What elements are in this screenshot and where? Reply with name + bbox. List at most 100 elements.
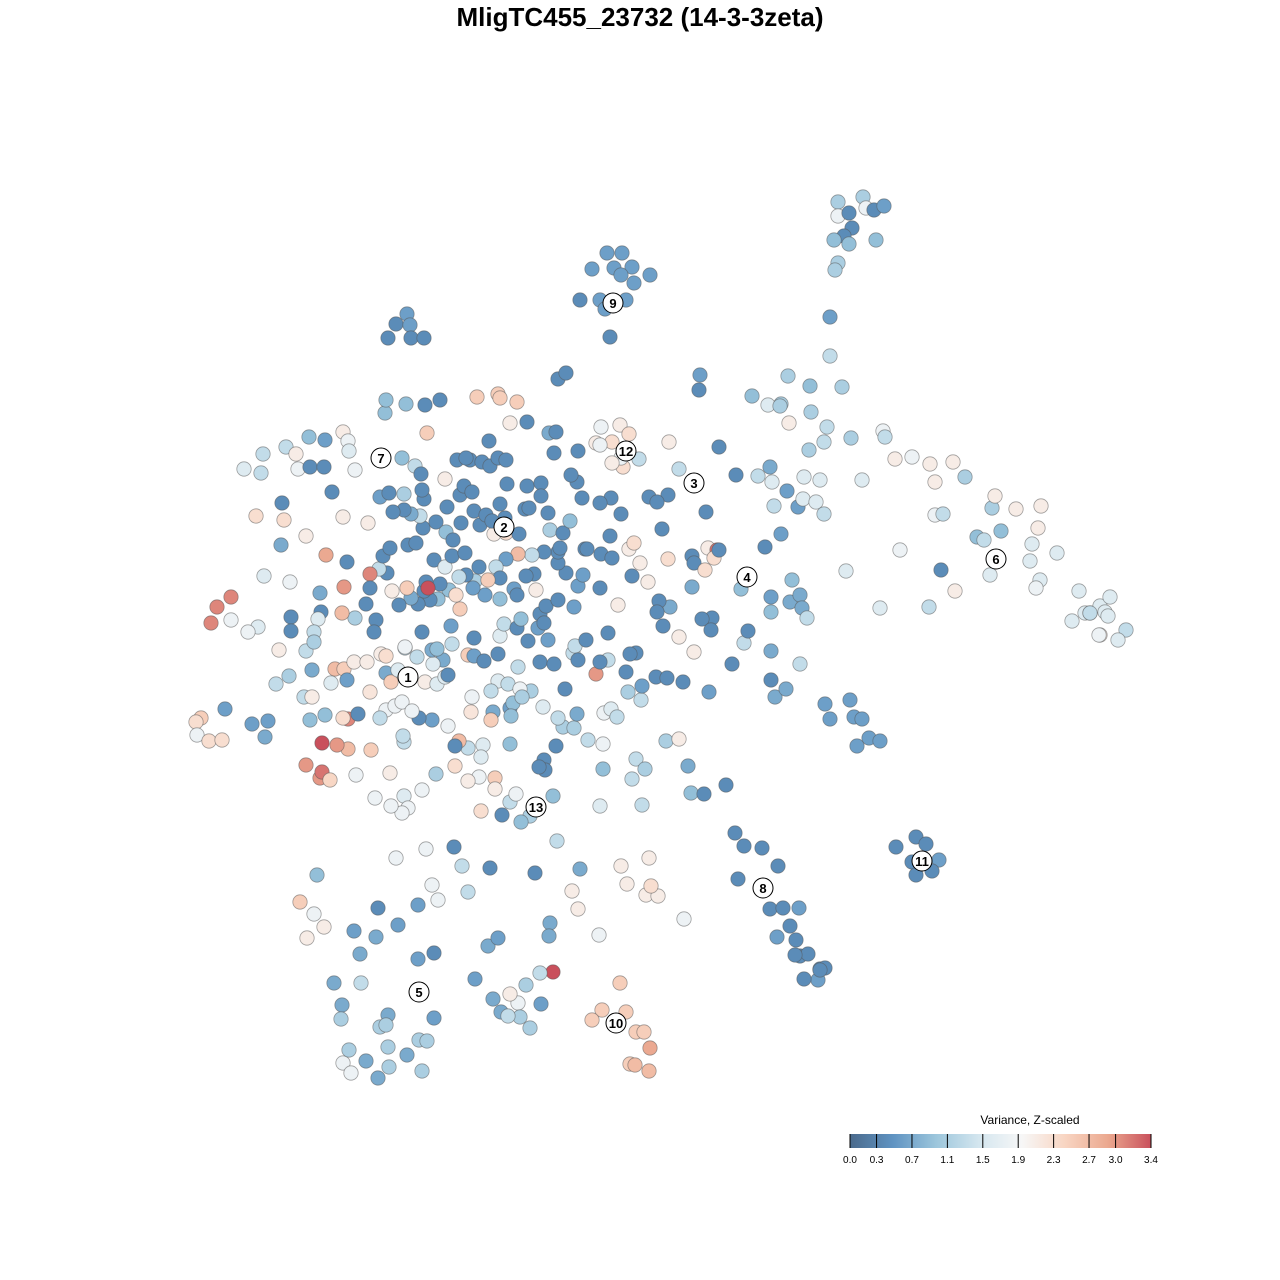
data-point [545,788,561,804]
data-point [987,488,1003,504]
data-point [503,708,519,724]
data-point [410,897,426,913]
data-point [473,803,489,819]
data-point [604,455,620,471]
data-point [384,583,400,599]
data-point [778,681,794,697]
data-point [388,316,404,332]
data-point [382,540,398,556]
data-point [482,860,498,876]
data-point [324,484,340,500]
data-point [808,494,824,510]
legend-colorbar [850,1134,1151,1148]
data-point [454,858,470,874]
data-point [696,786,712,802]
data-point [580,732,596,748]
data-point [620,684,636,700]
data-point [541,928,557,944]
data-point [444,636,460,652]
data-point [671,629,687,645]
data-point [499,476,515,492]
data-point [535,699,551,715]
data-point [868,232,884,248]
data-point [545,964,561,980]
data-point [518,568,534,584]
data-point [649,494,665,510]
data-point [304,662,320,678]
data-point [378,1017,394,1033]
data-point [763,589,779,605]
data-point [453,515,469,531]
data-point [921,599,937,615]
data-point [323,675,339,691]
data-point [378,648,394,664]
data-point [416,330,432,346]
data-point [498,452,514,468]
cluster-label-1: 1 [397,666,419,688]
data-point [271,642,287,658]
data-point [426,945,442,961]
data-point [548,738,564,754]
data-point [640,574,656,590]
data-point [418,841,434,857]
cluster-label-text: 5 [415,985,422,1000]
data-point [1102,589,1118,605]
data-point [711,439,727,455]
data-point [463,704,479,720]
data-point [684,579,700,595]
data-point [686,644,702,660]
data-point [841,205,857,221]
data-point [316,459,332,475]
data-point [465,580,481,596]
cluster-label-5: 5 [408,981,430,1003]
cluster-label-9: 9 [602,292,624,314]
data-point [480,572,496,588]
data-point [550,710,566,726]
legend-tick-label: 2.7 [1082,1155,1096,1166]
data-point [791,900,807,916]
data-point [380,1039,396,1055]
data-point [399,580,415,596]
data-point [440,667,456,683]
data-point [417,397,433,413]
data-point [273,537,289,553]
data-point [649,604,665,620]
cluster-label-text: 10 [609,1016,623,1031]
data-point [764,474,780,490]
data-point [188,714,204,730]
data-point [500,1008,516,1024]
data-point [787,947,803,963]
data-point [519,414,535,430]
data-point [766,498,782,514]
data-point [419,425,435,441]
data-point [935,506,951,522]
data-point [283,623,299,639]
data-point [624,771,640,787]
data-point [927,474,943,490]
data-point [763,672,779,688]
data-point [1082,605,1098,621]
data-point [445,532,461,548]
data-point [520,633,536,649]
data-point [671,461,687,477]
data-point [592,654,608,670]
data-point [521,500,537,516]
points-layer [188,189,1134,1086]
data-point [429,641,445,657]
data-point [854,472,870,488]
data-point [440,718,456,734]
data-point [609,709,625,725]
data-point [333,1011,349,1027]
data-point [584,261,600,277]
data-point [309,867,325,883]
data-point [718,777,734,793]
data-point [514,689,530,705]
data-point [346,654,362,670]
data-point [399,1047,415,1063]
data-point [703,622,719,638]
data-point [592,580,608,596]
data-point [299,930,315,946]
data-point [253,465,269,481]
data-point [600,625,616,641]
data-point [480,938,496,954]
